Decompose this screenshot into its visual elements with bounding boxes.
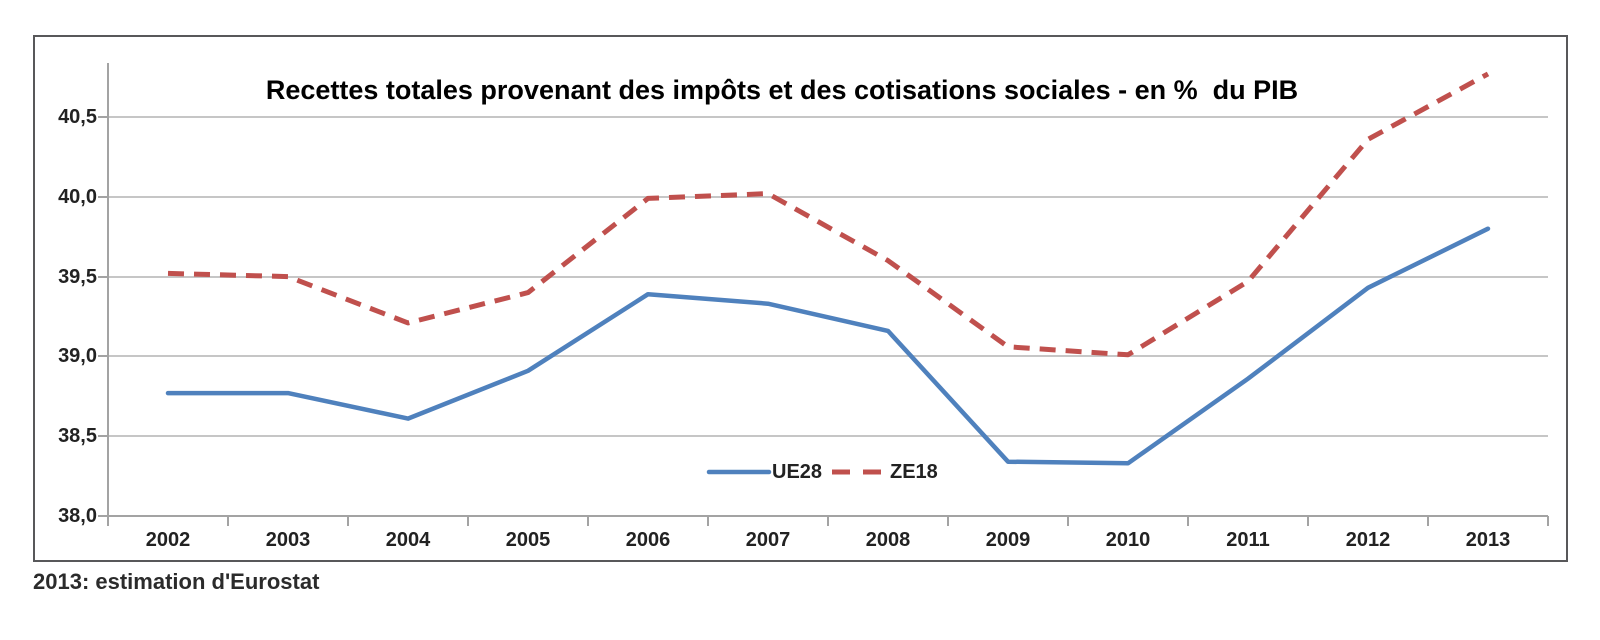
chart-canvas [98,63,1549,526]
x-tick-label: 2002 [145,529,191,551]
series-line-ue28 [165,226,1491,466]
y-tick-label: 39,5 [58,266,97,288]
chart-frame: Recettes totales provenant des impôts et… [33,35,1568,562]
y-tick-label: 40,5 [58,106,97,128]
x-tick-label: 2013 [1465,529,1511,551]
x-tick-label: 2006 [625,529,671,551]
series-group [165,71,1491,466]
x-tick-label: 2009 [985,529,1031,551]
footnote: 2013: estimation d'Eurostat [33,569,320,594]
gridlines-group [108,116,1548,437]
legend-label-ue28: UE28 [772,461,823,483]
x-tick-label: 2004 [385,529,431,551]
x-tick-label: 2005 [505,529,551,551]
x-tick-label: 2003 [265,529,311,551]
x-tick-label: 2011 [1226,529,1270,551]
chart-title: Recettes totales provenant des impôts et… [265,75,1299,105]
x-tick-label: 2012 [1345,529,1391,551]
y-tick-label: 39,0 [58,345,97,367]
y-tick-label: 40,0 [58,186,97,208]
y-tick-label: 38,5 [58,425,97,447]
x-tick-marks [107,516,1549,526]
series-line-ze18 [167,71,1490,358]
x-tick-label: 2008 [865,529,911,551]
x-tick-label: 2007 [745,529,791,551]
legend-label-ze18: ZE18 [890,461,938,483]
x-tick-label: 2010 [1105,529,1151,551]
axes-group [98,63,1549,526]
y-tick-label: 38,0 [58,505,97,527]
